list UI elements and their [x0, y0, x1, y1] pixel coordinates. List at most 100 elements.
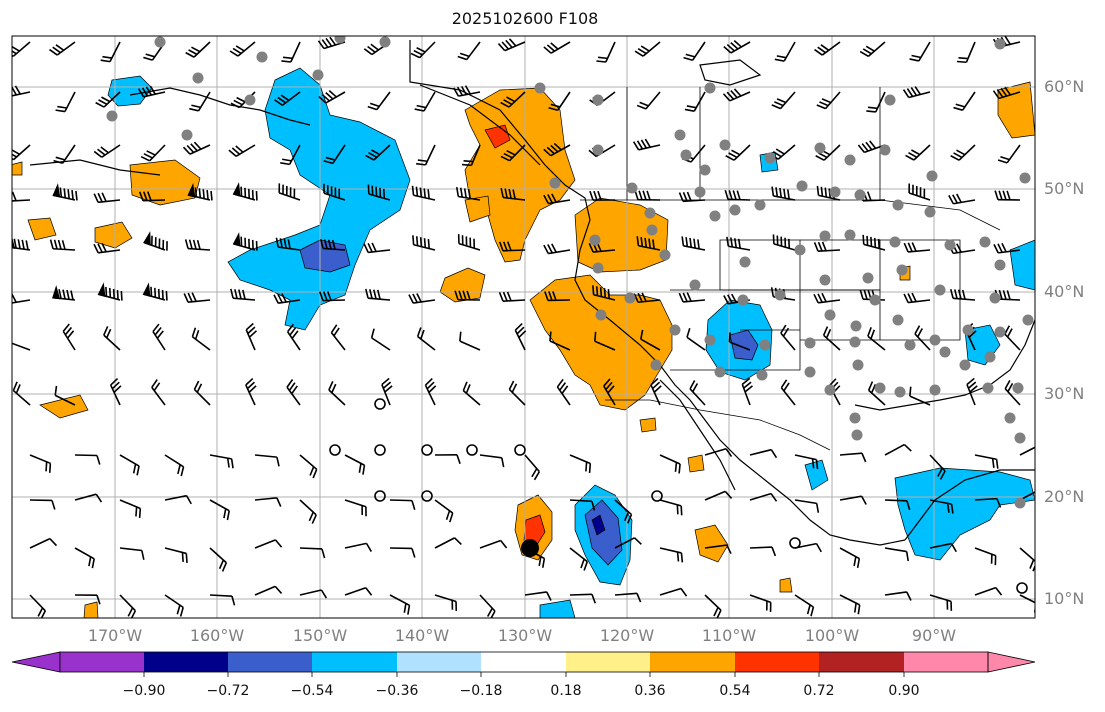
wind-barb: [614, 537, 642, 549]
wind-barb: [500, 91, 526, 108]
neg-region-pacific-south-inner: [591, 514, 606, 536]
wind-barb: [822, 326, 841, 351]
station-dot: [869, 294, 881, 306]
colorbar-segment: [904, 652, 988, 672]
wind-barb: [884, 499, 911, 511]
station-dot: [794, 244, 806, 256]
wind-barb: [140, 144, 166, 162]
wind-barb: [994, 190, 1021, 201]
station-dot: [592, 144, 604, 156]
station-dot: [979, 236, 991, 248]
wind-barb: [97, 282, 123, 301]
station-dot: [244, 94, 256, 106]
station-dot: [804, 366, 816, 378]
wind-barb: [479, 539, 508, 549]
wind-barb: [119, 499, 142, 518]
wind-barb: [914, 325, 931, 351]
wind-barb: [569, 547, 589, 571]
wind-barb: [543, 243, 571, 255]
wind-barb: [143, 231, 168, 251]
station-dot: [669, 324, 681, 336]
station-dot: [659, 249, 671, 261]
calm-circle: [651, 490, 663, 502]
wind-barb: [774, 41, 796, 62]
wind-barb: [839, 547, 861, 569]
wind-barb: [119, 454, 140, 476]
station-dot: [874, 382, 886, 394]
station-dot: [884, 94, 896, 106]
wind-barb: [164, 547, 188, 563]
wind-barb: [318, 90, 346, 104]
wind-barb: [543, 41, 571, 54]
wind-barb: [29, 454, 52, 473]
wind-barb: [857, 140, 886, 154]
station-dot: [926, 170, 938, 182]
wind-barb: [508, 380, 526, 406]
wind-barb: [1004, 380, 1021, 406]
map-title: 2025102600 F108: [451, 9, 599, 28]
calm-circle: [466, 444, 478, 456]
wind-barb: [884, 443, 912, 456]
colorbar-segment: [144, 652, 228, 672]
wind-barb: [549, 331, 571, 351]
wind-barb: [794, 454, 819, 470]
wind-barb: [569, 454, 592, 474]
wind-barb: [497, 38, 526, 52]
wind-barb: [323, 183, 346, 201]
wind-barb: [55, 91, 76, 113]
colorbar-tick-label: −0.54: [290, 683, 334, 699]
wind-barb: [416, 327, 436, 351]
station-dot: [714, 366, 726, 378]
station-dot: [892, 314, 904, 326]
wind-barb: [280, 144, 301, 166]
station-dot: [796, 180, 808, 192]
wind-barb: [689, 380, 706, 406]
colorbar-tick-label: −0.18: [459, 683, 503, 699]
wind-barb: [903, 292, 931, 304]
wind-barb: [434, 537, 462, 549]
station-dot: [962, 324, 974, 336]
wind-barb: [93, 242, 121, 254]
wind-barb: [684, 91, 706, 112]
wind-barb: [948, 193, 976, 205]
wind-barb: [594, 331, 616, 351]
wind-barb: [997, 144, 1021, 164]
wind-barb: [839, 594, 861, 615]
wind-barb: [29, 537, 58, 549]
wind-barb: [457, 234, 481, 251]
calm-wind-circles: [329, 398, 1028, 594]
wind-barb: [137, 85, 166, 98]
wind-barb: [12, 234, 31, 251]
wind-barb: [633, 292, 661, 304]
wind-barb: [726, 236, 751, 251]
wind-barb: [725, 144, 751, 161]
wind-barb: [278, 183, 301, 201]
wind-barb: [723, 40, 751, 54]
colorbar-segment: [397, 652, 481, 672]
station-dot: [851, 429, 863, 441]
wind-barb: [950, 144, 976, 161]
pos-region-california: [529, 274, 673, 411]
station-dot: [774, 289, 786, 301]
station-dot: [646, 224, 658, 236]
wind-barb: [12, 381, 31, 406]
wind-barb: [974, 454, 999, 469]
wind-barb: [119, 547, 145, 560]
wind-barb: [1019, 489, 1035, 501]
pos-region-small-2: [687, 454, 705, 473]
wind-barb: [614, 499, 633, 524]
wind-barb: [686, 328, 706, 351]
wind-barb: [461, 144, 481, 167]
wind-barb: [741, 377, 753, 406]
neg-region-pacific-far-south: [539, 599, 576, 618]
wind-barb: [74, 547, 95, 569]
lon-label-170w: 170°W: [87, 626, 143, 645]
station-dot: [924, 206, 936, 218]
map-gridlines: [12, 36, 1035, 618]
station-dot: [694, 186, 706, 198]
station-dot: [939, 346, 951, 358]
wind-barb: [29, 499, 56, 510]
wind-barb: [543, 193, 571, 205]
lon-label-120w: 120°W: [599, 626, 655, 645]
station-dot: [934, 284, 946, 296]
